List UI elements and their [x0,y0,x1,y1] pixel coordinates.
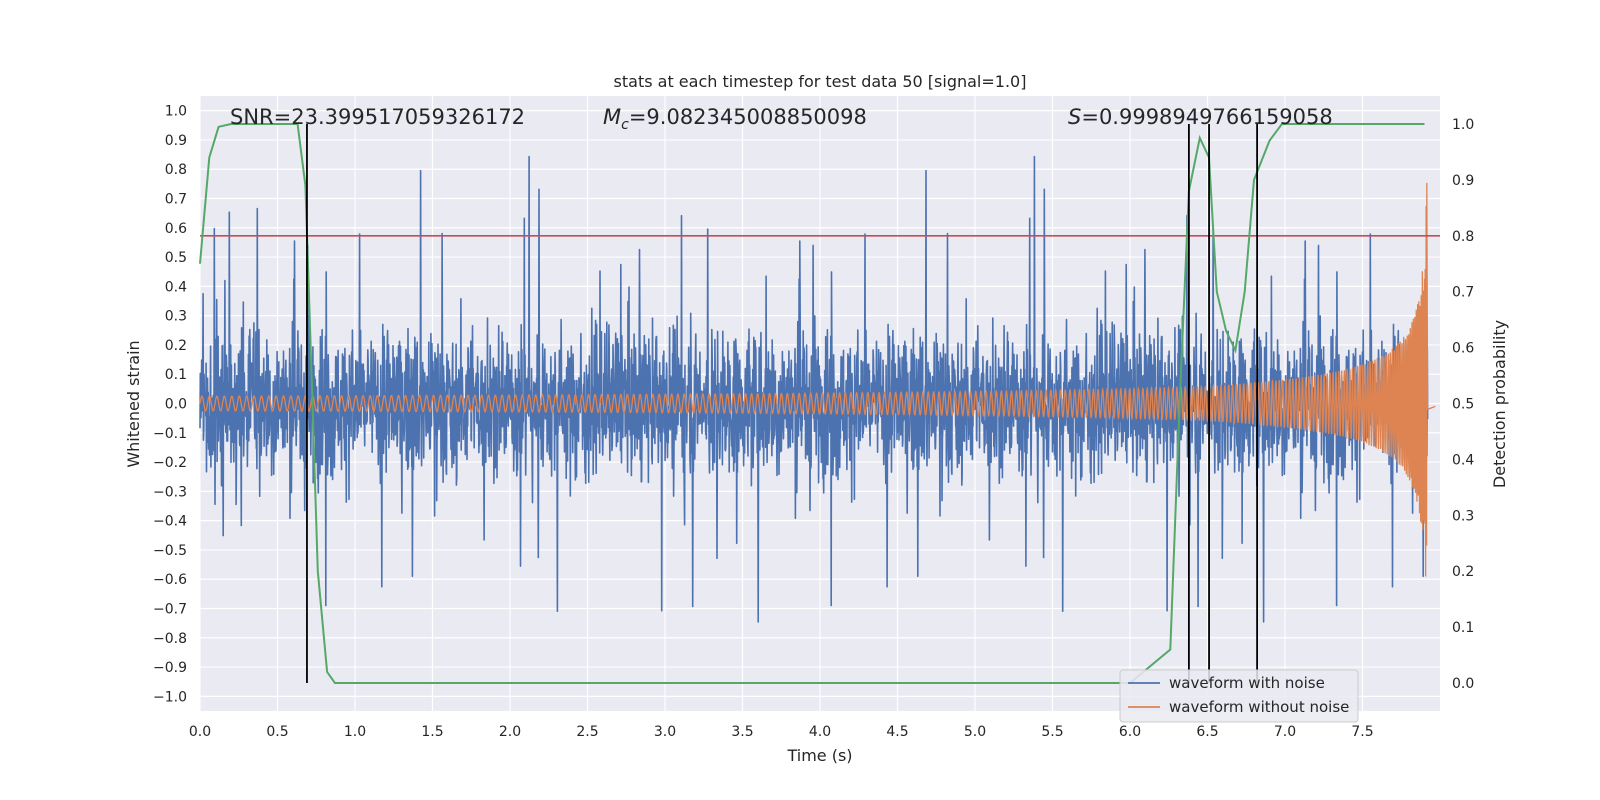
x-tick-label: 7.5 [1351,724,1373,740]
legend: waveform with noise waveform without noi… [1119,669,1359,723]
legend-label-clean: waveform without noise [1169,698,1349,716]
y-tick-label: −0.7 [153,602,187,618]
chirp-mass-annotation: Mc=9.082345008850098 [603,105,867,133]
y-tick-label: 0.4 [165,279,187,295]
x-tick-label: 3.0 [654,724,676,740]
y-tick-label: −0.1 [153,426,187,442]
x-tick-label: 1.0 [344,724,366,740]
y-tick-label: −0.8 [153,631,187,647]
y-tick-label: 0.1 [165,367,187,383]
y2-tick-label: 0.9 [1452,173,1474,189]
y2-tick-label: 0.7 [1452,285,1474,301]
y-tick-label: 1.0 [165,104,187,120]
y-tick-label: −0.5 [153,543,187,559]
y-tick-label: −0.4 [153,514,187,530]
x-tick-label: 5.0 [964,724,986,740]
x-axis-label: Time (s) [786,746,852,765]
x-tick-label: 0.5 [266,724,288,740]
y-tick-label: 0.5 [165,250,187,266]
y2-tick-label: 0.1 [1452,620,1474,636]
chirp-mass-value: =9.082345008850098 [629,105,867,129]
y-tick-label: 0.0 [165,397,187,413]
annotations: stats at each timestep for test data 50 … [124,72,1509,765]
x-tick-label: 4.5 [886,724,908,740]
y-axis-label: Whitened strain [124,340,143,467]
chirp-mass-symbol: M [603,105,621,129]
y-tick-label: 0.6 [165,221,187,237]
snr-annotation: SNR=23.399517059326172 [230,105,525,129]
y2-tick-label: 0.4 [1452,452,1474,468]
x-tick-label: 7.0 [1274,724,1296,740]
x-tick-label: 4.0 [809,724,831,740]
y-tick-label: −0.9 [153,660,187,676]
x-tick-label: 2.0 [499,724,521,740]
x-tick-label: 1.5 [421,724,443,740]
y-tick-label: 0.7 [165,192,187,208]
y2-tick-label: 0.8 [1452,229,1474,245]
y-tick-label: 0.3 [165,309,187,325]
y2-tick-label: 1.0 [1452,117,1474,133]
x-tick-label: 5.5 [1041,724,1063,740]
series-line-detection-probability [199,123,1425,684]
x-tick-label: 6.0 [1119,724,1141,740]
chirp-mass-subscript: c [621,117,629,133]
x-tick-label: 2.5 [576,724,598,740]
y2-tick-label: 0.3 [1452,508,1474,524]
y2-tick-label: 0.6 [1452,341,1474,357]
score-value: =0.9998949766159058 [1081,105,1332,129]
y2-tick-label: 0.0 [1452,676,1474,692]
chart-title: stats at each timestep for test data 50 … [614,72,1027,91]
y-tick-label: 0.2 [165,338,187,354]
y2-tick-label: 0.5 [1452,397,1474,413]
legend-box [1119,669,1359,723]
x-tick-label: 0.0 [189,724,211,740]
score-annotation: S=0.9998949766159058 [1068,105,1333,129]
legend-label-noise: waveform with noise [1169,674,1325,692]
y-tick-label: −0.2 [153,455,187,471]
y-tick-label: 0.9 [165,133,187,149]
x-tick-label: 3.5 [731,724,753,740]
score-symbol: S [1068,105,1081,129]
y-tick-label: 0.8 [165,162,187,178]
series-line-waveform-without-noise [199,182,1436,577]
y-tick-label: −0.3 [153,484,187,500]
y-tick-label: −0.6 [153,572,187,588]
y-tick-label: −1.0 [153,689,187,705]
series-line-waveform-with-noise [199,155,1429,623]
tick-labels: 0.0 0.5 1.0 1.5 2.0 2.5 3.0 3.5 4.0 4.5 5.0 5.5 6.0 6… [153,104,1474,740]
y2-tick-label: 0.2 [1452,564,1474,580]
plot-series [199,123,1440,684]
x-tick-label: 6.5 [1196,724,1218,740]
y2-axis-label: Detection probability [1490,320,1509,488]
